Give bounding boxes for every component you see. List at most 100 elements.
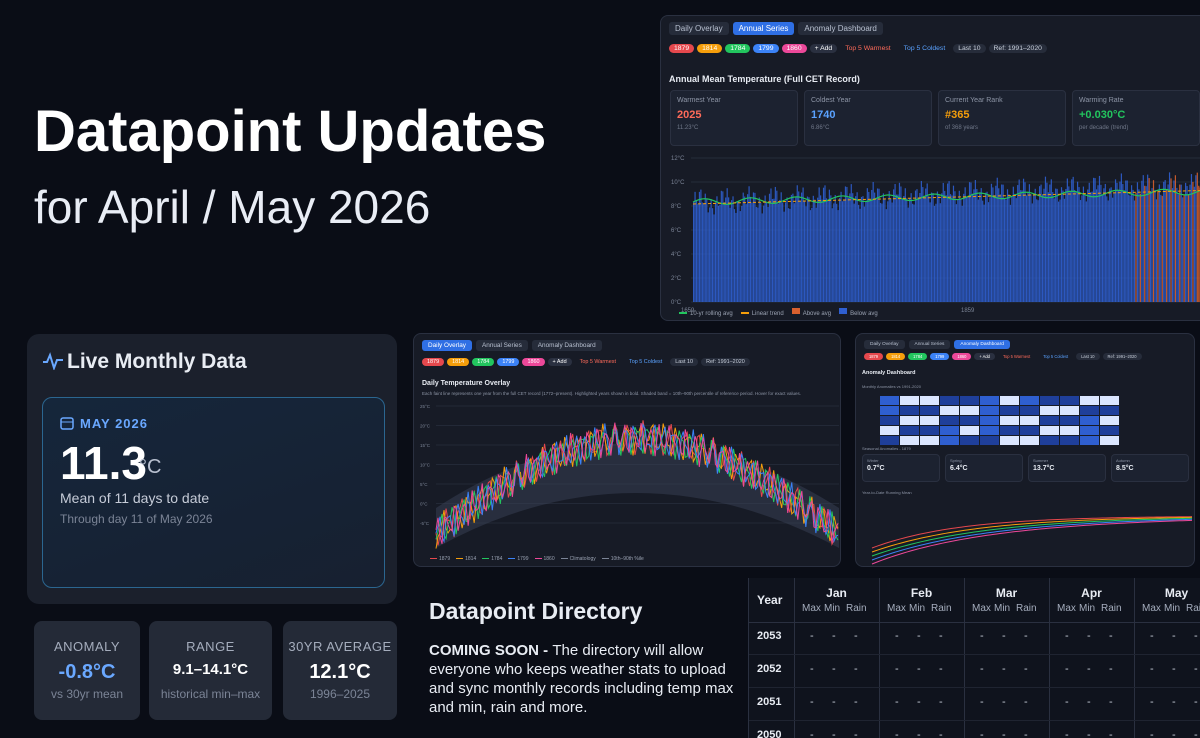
chips: 1879 1814 1784 1799 1860 + Add Top 5 Warmest To… [422,357,753,366]
bar-decor [913,204,915,302]
bar-decor [1062,190,1064,302]
bar-decor [1166,189,1168,302]
bar-decor [749,196,752,302]
bar-decor [761,213,763,302]
subheader: Rain [1016,603,1037,614]
bar-decor [863,206,866,302]
legend-label: Above avg [802,311,832,317]
bar-decor [944,190,946,302]
bar-decor [1031,203,1033,302]
stat-card: Coldest Year 1740 6.86°C [804,90,932,146]
bar-decor [815,207,817,302]
bar-decor [720,190,722,302]
bar-decor [1015,198,1017,302]
bar-decor [1003,198,1006,302]
cell: - [917,696,921,708]
bar-decor [825,198,828,302]
bar-decor [1114,179,1117,302]
section-3: Year-to-Date Running Mean [862,490,912,495]
bar-decor [779,199,781,302]
bar-decor [970,182,972,302]
season-label: Spring [950,458,962,463]
add-chip: + Add [809,44,838,53]
bar-decor [1022,178,1025,302]
bar-decor [977,199,979,302]
bar-decor [1018,179,1020,302]
bar-decor [948,181,950,302]
heat-cell [1100,436,1119,445]
cell: - [895,696,899,708]
bar-decor [811,207,813,302]
cell: - [810,663,814,675]
col-border [1049,578,1050,738]
bar-decor [1052,192,1054,302]
season-card: Autumn 8.5°C [1111,454,1189,482]
heat-cell [880,426,899,435]
anomaly-screenshot: Daily Overlay Annual Series Anomaly Dashbo… [855,333,1195,567]
bar-decor [820,195,822,302]
heat-cell [920,416,939,425]
directory-table: Year Jan Max Min Rain Feb Max Min Rain Mar Max Min R… [748,578,1200,738]
bar-decor [1187,194,1190,302]
chip: 1879 [422,357,445,366]
col-border [879,578,880,738]
heat-cell [1020,416,1039,425]
bar-decor [1002,184,1004,302]
ytd-line [871,516,1193,549]
bar-decor [1020,190,1022,302]
cell: - [1002,630,1006,642]
bar-decor [774,186,776,302]
legend-label: 1860 [543,556,555,562]
bar-decor [1040,184,1042,302]
cell: - [980,663,984,675]
subheader: Rain [931,603,952,614]
heat-cell [960,406,979,415]
heat-cell [940,406,959,415]
bar-decor [1183,195,1185,302]
heat-cell [1080,396,1099,405]
cell: - [1172,663,1176,675]
bar-decor [958,190,960,302]
bar-decor [1088,182,1090,302]
legend: 10-yr rolling avg Linear trend Above avg Be… [671,308,878,317]
bar-decor [1106,196,1108,302]
heat-cell [1060,396,1079,405]
bar-decor [809,210,811,302]
bar-decor [808,197,810,302]
bar-decor [786,197,788,302]
heat-cell [1100,416,1119,425]
bar-decor [1079,200,1082,302]
heat-cell [1000,396,1019,405]
month-header: Feb [910,586,933,600]
cell: - [939,630,943,642]
bar-decor [732,196,734,302]
trend [692,190,1200,205]
bar-decor [879,202,882,302]
cell: - [1024,696,1028,708]
bar-decor [895,194,898,302]
heat-cell [1080,406,1099,415]
bar-decor [1177,194,1179,302]
bar-decor [728,197,730,302]
cell: - [1087,729,1091,738]
bar-decor [730,200,733,302]
heat-cell [900,436,919,445]
bar-decor [1141,180,1143,302]
bar-decor [1090,192,1092,302]
subheader: Max [1057,603,1076,614]
row-year: 2053 [757,630,782,642]
bar-decor [725,197,727,302]
bar-decor [876,188,879,302]
bar-decor [1021,190,1023,302]
heat-cell [1020,426,1039,435]
stat-label: Current Year Rank [945,97,1003,104]
bar-decor [741,205,743,302]
col-border [964,578,965,738]
bar-decor [1084,195,1086,302]
filter: Top 5 Coldest [1043,354,1069,360]
bar-decor [938,195,940,302]
stat-card: ANOMALY -0.8°C vs 30yr mean [34,621,140,720]
bar-decor [1155,199,1158,302]
bar-decor [917,198,920,302]
bar-decor [1158,184,1160,302]
